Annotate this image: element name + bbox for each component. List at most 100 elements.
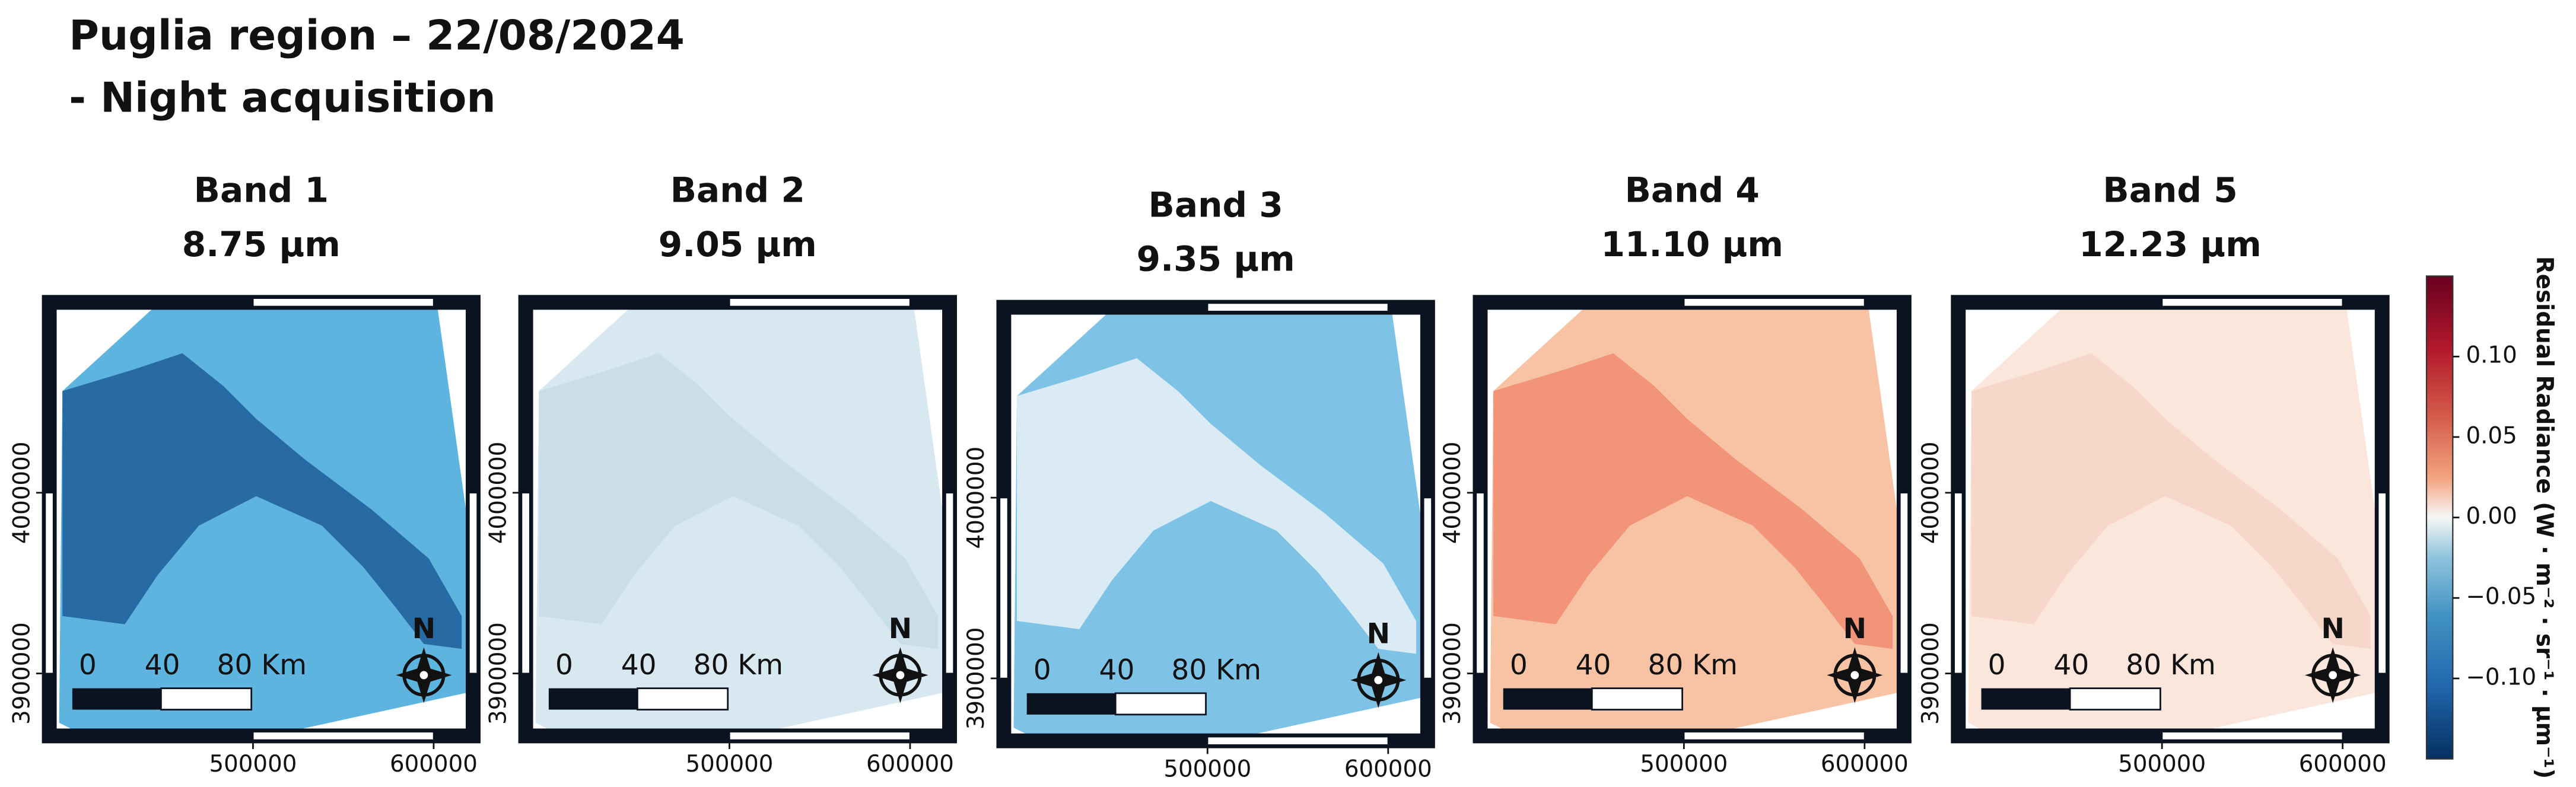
y-tick-label: 4000000 (1439, 442, 1466, 544)
raster (1968, 304, 2381, 735)
scalebar-white (160, 687, 253, 710)
compass-center (896, 671, 905, 680)
scalebar-white (1591, 687, 1683, 710)
x-tick-label: 500000 (1640, 751, 1728, 778)
scalebar-label: 0 (1510, 649, 1528, 681)
land-area (1017, 358, 1416, 654)
scalebar-label: 40 (1576, 649, 1611, 681)
y-tick-label: 3900000 (485, 622, 511, 725)
compass-center (419, 671, 428, 680)
scalebar-white (1114, 692, 1207, 716)
scalebar-label: 40 (1099, 654, 1135, 686)
y-tick-label: 4000000 (8, 442, 35, 544)
x-tick-label: 600000 (2299, 751, 2387, 778)
neatline-segment (1899, 492, 1909, 674)
neatline-segment (1475, 492, 1486, 674)
panel-wavelength: 8.75 μm (182, 224, 341, 265)
figure-title: Puglia region – 22/08/2024 (69, 12, 685, 59)
neatline-segment (252, 297, 435, 307)
raster (1490, 304, 1903, 735)
neatline-segment (2161, 731, 2343, 741)
x-tick-label: 500000 (1163, 756, 1251, 783)
neatline-segment (1953, 492, 1963, 674)
x-tick-label: 500000 (686, 751, 774, 778)
x-tick-label: 600000 (1821, 751, 1909, 778)
panel-wavelength: 9.05 μm (659, 224, 817, 265)
scalebar-label: 80 Km (1648, 649, 1738, 681)
panel-band: Band 4 (1625, 170, 1760, 210)
y-tick-label: 4000000 (1917, 442, 1944, 544)
neatline-segment (468, 492, 478, 674)
compass-center (1374, 676, 1383, 684)
scalebar-label: 80 Km (1171, 654, 1261, 686)
neatline-segment (1423, 497, 1433, 679)
north-label: N (2321, 613, 2344, 645)
y-tick-label: 3900000 (1439, 622, 1466, 725)
map-panel: Band 5 12.23 μm 500000 600000 3900000 4000000… (1917, 170, 2390, 778)
x-tick-label: 600000 (1344, 756, 1432, 783)
land-area (62, 353, 462, 649)
neatline-segment (1683, 731, 1865, 741)
x-tick-label: 500000 (209, 751, 297, 778)
scalebar-black (1981, 688, 2071, 710)
scalebar-white (637, 687, 729, 710)
x-tick-label: 500000 (2118, 751, 2206, 778)
scalebar-label: 80 Km (694, 649, 784, 681)
neatline-segment (2161, 297, 2343, 307)
panel-wavelength: 11.10 μm (1601, 224, 1783, 265)
colorbar-tick-label: 0.00 (2466, 503, 2517, 530)
neatline-segment (44, 492, 55, 674)
map-panel: Band 4 11.10 μm 500000 600000 3900000 4000000… (1439, 170, 1912, 778)
colorbar (2425, 275, 2454, 760)
colorbar-tick-label: 0.05 (2466, 422, 2517, 449)
scalebar-label: 40 (621, 649, 657, 681)
north-label: N (1367, 617, 1390, 650)
raster (535, 304, 948, 735)
neatline-segment (998, 497, 1009, 679)
scalebar-label: 80 Km (2126, 649, 2216, 681)
neatline-segment (1207, 736, 1389, 746)
y-tick-label: 3900000 (1917, 622, 1944, 725)
raster (1013, 308, 1426, 740)
land-area (1971, 353, 2371, 649)
scalebar-label: 40 (145, 649, 180, 681)
neatline-segment (729, 731, 911, 741)
colorbar-label: Residual Radiance (W · m⁻² · sr⁻¹ · μm⁻¹… (2531, 256, 2558, 779)
compass-center (1850, 671, 1859, 680)
colorbar-tick-label: 0.10 (2466, 342, 2517, 369)
neatline-segment (252, 731, 435, 741)
neatline-segment (1683, 297, 1865, 307)
land-area (1493, 353, 1893, 649)
panel-wavelength: 12.23 μm (2079, 224, 2262, 265)
map-panel: Band 2 9.05 μm 500000 600000 3900000 4000000 0… (485, 170, 958, 778)
colorbar-tick-label: −0.10 (2466, 664, 2536, 690)
panel-wavelength: 9.35 μm (1137, 239, 1295, 279)
land-area (539, 353, 939, 649)
map-panel: Band 1 8.75 μm 500000 600000 3900000 4000000 0… (8, 170, 481, 778)
neatline-segment (2377, 492, 2387, 674)
panel-band: Band 3 (1149, 184, 1283, 225)
scalebar-label: 40 (2053, 649, 2089, 681)
y-tick-label: 4000000 (485, 442, 511, 544)
scalebar-label: 0 (555, 649, 573, 681)
y-tick-label: 4000000 (963, 447, 990, 549)
neatline-segment (944, 492, 955, 674)
colorbar-tick-label: −0.05 (2466, 584, 2536, 610)
x-tick-label: 600000 (390, 751, 478, 778)
scalebar-label: 0 (1988, 649, 2006, 681)
scalebar-white (2069, 687, 2161, 710)
y-tick-label: 3900000 (963, 627, 990, 730)
map-panel: Band 3 9.35 μm 500000 600000 3900000 4000000 0… (963, 184, 1435, 783)
x-tick-label: 600000 (866, 751, 954, 778)
scalebar-black (548, 688, 638, 710)
scalebar-label: 0 (79, 649, 97, 681)
neatline-segment (521, 492, 531, 674)
panel-band: Band 2 (670, 170, 805, 210)
scalebar-black (72, 688, 161, 710)
north-label: N (1843, 613, 1866, 645)
raster (59, 304, 472, 735)
y-tick-label: 3900000 (8, 622, 35, 725)
north-label: N (889, 613, 912, 645)
